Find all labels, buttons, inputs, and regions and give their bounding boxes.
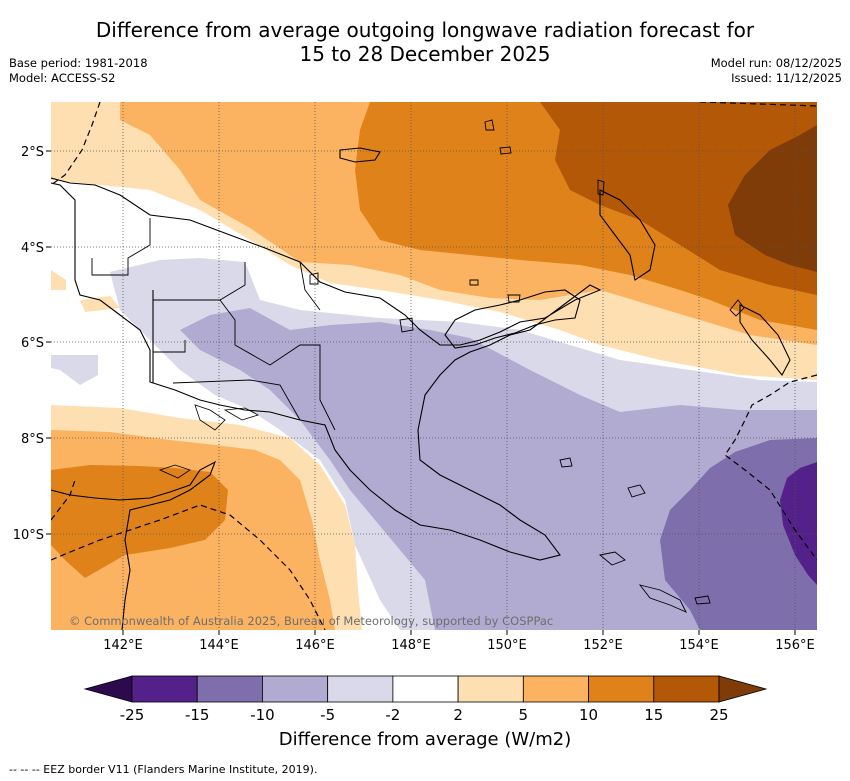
meta-left: Base period: 1981-2018 Model: ACCESS-S2 bbox=[9, 56, 148, 86]
north-islands bbox=[309, 119, 745, 333]
new-guinea-coast bbox=[51, 177, 602, 561]
band-minus-5-10 bbox=[180, 308, 817, 630]
new-britain-coast bbox=[444, 289, 581, 349]
lat-label-4s: 4°S bbox=[21, 241, 44, 256]
colorbar-swatch bbox=[588, 675, 655, 703]
lat-label-2s: 2°S bbox=[21, 145, 44, 160]
lon-label-148e: 148°E bbox=[391, 638, 431, 653]
colorbar-swatch bbox=[262, 675, 329, 703]
copyright-notice: © Commonwealth of Australia 2025, Bureau… bbox=[69, 614, 553, 628]
colorbar-extend-high bbox=[718, 675, 768, 703]
lon-label-154e: 154°E bbox=[679, 638, 719, 653]
colorbar-tick-label: -25 bbox=[120, 706, 145, 724]
model-run: Model run: 08/12/2025 bbox=[710, 56, 842, 70]
colorbar-swatch bbox=[522, 675, 589, 703]
issued-date: Issued: 11/12/2025 bbox=[731, 71, 842, 85]
lon-label-152e: 152°E bbox=[583, 638, 623, 653]
lon-label-144e: 144°E bbox=[199, 638, 239, 653]
cape-york-coast bbox=[51, 460, 217, 630]
bougainville-coast bbox=[739, 304, 791, 376]
map-title: Difference from average outgoing longwav… bbox=[0, 18, 850, 66]
patch-minus-2-5-west bbox=[51, 355, 98, 385]
colorbar-tick-label: -5 bbox=[320, 706, 335, 724]
colorbar-tick-label: -15 bbox=[185, 706, 210, 724]
colorbar-tick-label: 5 bbox=[519, 706, 529, 724]
base-period: Base period: 1981-2018 bbox=[9, 56, 148, 70]
colorbar-extend-low bbox=[83, 675, 133, 703]
axis-ticks bbox=[46, 150, 796, 635]
lat-label-6s: 6°S bbox=[21, 336, 44, 351]
colorbar-tick-label: -10 bbox=[250, 706, 275, 724]
delta-islands bbox=[158, 404, 260, 479]
colorbar-swatch bbox=[327, 675, 394, 703]
colorbar-swatch bbox=[392, 675, 459, 703]
colorbar-tick-label: -2 bbox=[385, 706, 400, 724]
lon-label-150e: 150°E bbox=[487, 638, 527, 653]
title-line-1: Difference from average outgoing longwav… bbox=[95, 18, 755, 42]
title-line-2: 15 to 28 December 2025 bbox=[299, 42, 551, 66]
model-name: Model: ACCESS-S2 bbox=[9, 71, 116, 85]
lat-label-10s: 10°S bbox=[13, 528, 44, 543]
colorbar-tick-label: 2 bbox=[453, 706, 463, 724]
coastlines bbox=[51, 119, 791, 630]
colorbar-swatch bbox=[457, 675, 524, 703]
lat-label-8s: 8°S bbox=[21, 432, 44, 447]
colorbar-tick-label: 15 bbox=[644, 706, 663, 724]
band-minus-15-25 bbox=[780, 462, 817, 585]
colorbar-swatch bbox=[131, 675, 198, 703]
gridlines bbox=[51, 102, 817, 630]
colorbar-tick-label: 25 bbox=[709, 706, 728, 724]
eez-borders bbox=[51, 102, 817, 630]
band-over-25-north bbox=[728, 125, 817, 272]
colorbar-swatch bbox=[653, 675, 720, 703]
colorbar-swatch bbox=[196, 675, 263, 703]
louisiade-islands bbox=[559, 457, 711, 613]
anomaly-field bbox=[51, 102, 817, 630]
lon-label-146e: 146°E bbox=[295, 638, 335, 653]
patch-2-5-west bbox=[51, 270, 66, 290]
lon-label-156e: 156°E bbox=[775, 638, 815, 653]
lon-label-142e: 142°E bbox=[103, 638, 143, 653]
footer-eez-note: -- -- -- EEZ border V11 (Flanders Marine… bbox=[9, 763, 318, 776]
meta-right: Model run: 08/12/2025 Issued: 11/12/2025 bbox=[711, 56, 842, 86]
manus-island bbox=[339, 147, 381, 163]
new-ireland-coast bbox=[599, 189, 656, 281]
province-borders bbox=[91, 218, 336, 431]
colorbar-tick-label: 10 bbox=[579, 706, 598, 724]
colorbar: -25 -15 -10 -5 -2 2 5 10 15 25 bbox=[83, 675, 768, 724]
colorbar-title: Difference from average (W/m2) bbox=[278, 729, 572, 750]
